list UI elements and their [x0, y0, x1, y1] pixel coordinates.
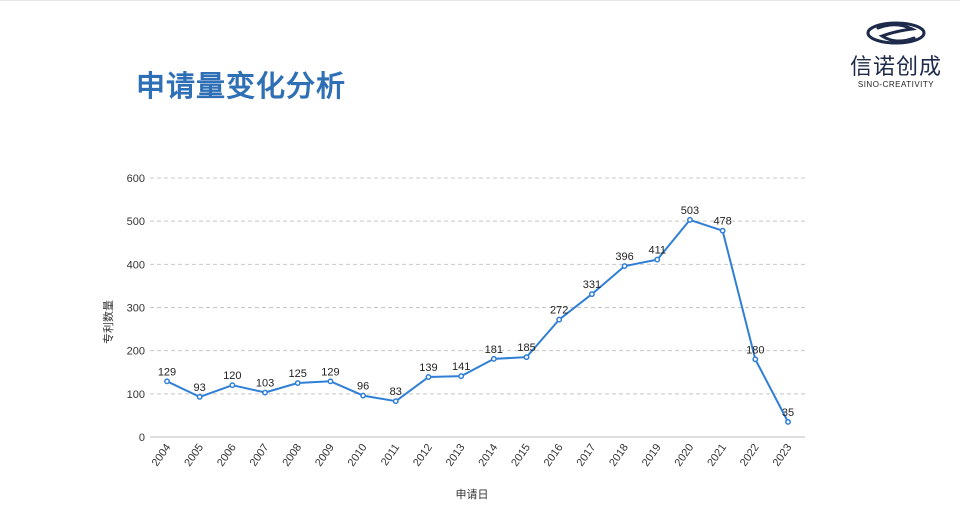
data-point	[490, 355, 497, 362]
data-label: 411	[648, 245, 666, 257]
x-tick-label: 2012	[411, 442, 435, 469]
y-tick-label: 200	[127, 346, 145, 358]
data-label: 93	[194, 382, 206, 394]
sino-creativity-logo-icon	[866, 21, 926, 45]
data-point	[588, 291, 595, 298]
y-tick-label: 300	[127, 303, 145, 315]
data-point	[458, 373, 465, 380]
data-point	[654, 256, 661, 263]
data-label: 129	[158, 366, 176, 378]
y-tick-label: 100	[127, 389, 145, 401]
x-tick-label: 2021	[705, 442, 729, 469]
x-tick-label: 2020	[673, 442, 697, 469]
x-tick-label: 2009	[313, 442, 337, 469]
data-point	[294, 380, 301, 386]
data-label: 141	[452, 361, 470, 373]
data-point	[262, 389, 269, 396]
y-tick-label: 600	[127, 173, 145, 185]
data-point	[392, 398, 399, 405]
x-tick-label: 2019	[640, 442, 664, 469]
x-tick-label: 2022	[738, 442, 762, 469]
data-label: 120	[223, 370, 241, 382]
data-label: 96	[357, 381, 369, 393]
y-tick-label: 500	[127, 216, 145, 228]
data-point	[164, 378, 170, 385]
data-label: 35	[782, 407, 794, 419]
data-label: 478	[713, 216, 731, 228]
x-tick-label: 2006	[215, 442, 239, 469]
x-tick-label: 2023	[771, 442, 795, 469]
x-tick-label: 2015	[509, 442, 533, 469]
x-tick-label: 2016	[542, 442, 566, 469]
data-points	[164, 216, 791, 425]
page-title: 申请量变化分析	[136, 69, 347, 103]
data-label: 103	[256, 378, 274, 390]
x-tick-label: 2008	[280, 442, 304, 469]
x-tick-label: 2011	[379, 442, 402, 468]
data-point	[229, 382, 236, 389]
data-point	[556, 316, 563, 323]
data-point	[686, 216, 693, 223]
grid-lines	[150, 177, 805, 395]
data-point	[719, 227, 726, 234]
x-tick-label: 2010	[346, 442, 370, 469]
series-line	[166, 218, 789, 423]
x-axis-title: 申请日	[456, 488, 489, 501]
data-labels: 129 93 120 103 125 129 96 83 139 141 181 185 272 331 3…	[158, 205, 794, 419]
y-tick-label: 400	[127, 259, 145, 271]
data-point	[425, 374, 432, 380]
data-label: 185	[517, 342, 535, 354]
data-label: 180	[746, 344, 764, 356]
data-label: 396	[615, 251, 633, 263]
logo-name-en: SINO-CREATIVITY	[857, 80, 935, 89]
axes: 0 100 200 300 400 500 600 2004 2005 2006 2007 2008 2…	[127, 173, 805, 469]
data-label: 331	[583, 279, 601, 291]
x-tick-label: 2014	[476, 442, 500, 469]
data-point	[196, 393, 203, 400]
data-point	[621, 263, 628, 270]
data-label: 125	[289, 368, 307, 380]
data-label: 83	[390, 386, 402, 398]
data-point	[752, 356, 759, 363]
y-tick-label: 0	[139, 432, 145, 444]
series-line-layer	[166, 218, 789, 423]
data-point	[360, 392, 367, 399]
company-logo: 信诺创成 SINO-CREATIVITY	[838, 19, 954, 93]
data-label: 503	[681, 205, 699, 217]
x-tick-label: 2005	[182, 442, 206, 469]
x-tick-label: 2013	[444, 442, 468, 469]
data-point	[785, 418, 791, 425]
x-tick-label: 2004	[150, 442, 174, 469]
data-label: 139	[419, 362, 437, 374]
data-label: 181	[485, 344, 503, 356]
data-point	[327, 378, 334, 385]
data-label: 129	[321, 366, 339, 378]
x-tick-label: 2017	[574, 442, 598, 469]
x-tick-label: 2007	[248, 442, 272, 469]
y-axis-title: 专利数量	[101, 300, 115, 344]
logo-name-cn: 信诺创成	[849, 55, 942, 80]
data-label: 272	[550, 305, 568, 317]
x-tick-label: 2018	[607, 442, 631, 469]
data-point	[523, 354, 530, 361]
